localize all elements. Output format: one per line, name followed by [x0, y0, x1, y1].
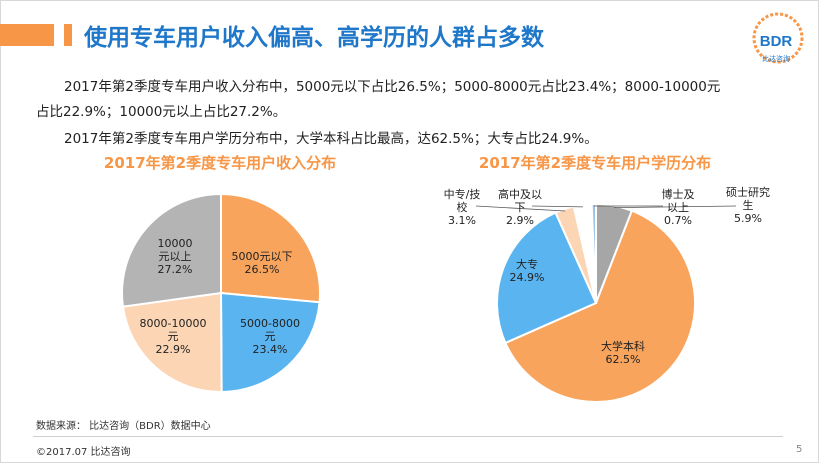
slice-label-0: 5000元以下 26.5%	[232, 250, 293, 276]
income-summary-line2: 占比22.9%；10000元以上占比27.2%。	[36, 104, 287, 120]
pie-slice-5	[590, 202, 597, 304]
slice-label-1: 5000-8000 元 23.4%	[240, 317, 300, 356]
education-pie: 硕士研究生 5.9% 大学本科 62.5% 大专 24.9% 中专/技校 3.1% 高中及以下 2…	[444, 185, 770, 403]
slice-label-3: 10000 元以上 27.2%	[158, 237, 193, 276]
copyright: ©2017.07 比达咨询	[36, 447, 131, 458]
bdr-logo: BDR 比达咨询	[752, 12, 804, 64]
title-accent-bar-small	[64, 24, 72, 46]
leader-line-3	[475, 205, 566, 212]
pie-slice-2	[496, 211, 598, 345]
title-accent-bar	[0, 24, 54, 46]
slice-label-3: 中专/技校 3.1%	[444, 187, 481, 227]
page-number: 5	[796, 444, 803, 455]
data-source: 数据来源： 比达咨询（BDR）数据中心	[36, 421, 211, 432]
leader-line-4	[531, 205, 583, 208]
logo-subtext: 比达咨询	[762, 54, 790, 63]
slice-label-0: 硕士研究生 5.9%	[726, 185, 770, 225]
page-title: 使用专车用户收入偏高、高学历的人群占多数	[84, 25, 544, 51]
slice-label-4: 高中及以下 2.9%	[498, 187, 542, 227]
pie-slice-2	[121, 291, 223, 393]
slice-label-5: 博士及以上 0.7%	[662, 188, 695, 227]
education-chart-title: 2017年第2季度专车用户学历分布	[478, 154, 712, 172]
leader-line-0	[613, 205, 737, 209]
logo-text: BDR	[760, 33, 793, 50]
footer-divider	[33, 436, 783, 437]
income-summary-line1: 2017年第2季度专车用户收入分布中，5000元以下占比26.5%；5000-8…	[64, 79, 721, 95]
slice-label-1: 大学本科 62.5%	[601, 339, 645, 366]
pie-slice-3	[121, 192, 222, 308]
pie-slice-1	[219, 291, 321, 394]
logo-ring	[752, 12, 804, 64]
slice-label-2: 8000-10000 元 22.9%	[140, 317, 207, 356]
pie-slice-1	[504, 209, 696, 403]
slice-label-2: 大专 24.9%	[510, 257, 545, 284]
education-summary: 2017年第2季度专车用户学历分布中，大学本科占比最高，达62.5%；大专占比2…	[64, 131, 598, 147]
income-pie: 5000元以下 26.5% 5000-8000 元 23.4% 8000-10000 元 22…	[121, 192, 321, 394]
income-chart-title: 2017年第2季度专车用户收入分布	[103, 154, 337, 172]
pie-slice-0	[220, 192, 321, 304]
